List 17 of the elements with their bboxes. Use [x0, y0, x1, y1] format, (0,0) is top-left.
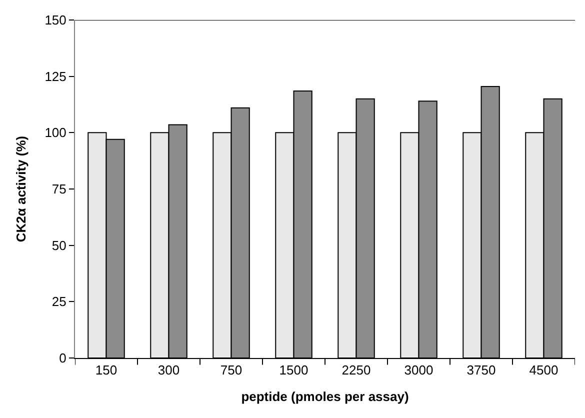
y-axis-title: CK2α activity (%): [14, 136, 29, 242]
x-tick-label: 3750: [466, 362, 496, 378]
x-tick-label: 750: [220, 362, 242, 378]
x-tick-label: 300: [158, 362, 180, 378]
y-tick-label: 0: [59, 350, 66, 366]
y-tick-label: 50: [52, 238, 66, 253]
y-tick-label: 150: [44, 12, 66, 28]
y-tick-label: 75: [52, 182, 66, 197]
x-tick-label: 3000: [404, 362, 434, 378]
x-tick-label: 150: [95, 362, 118, 378]
x-tick-label: 2250: [342, 362, 371, 378]
y-tick-label: 125: [44, 68, 66, 84]
x-tick-label: 1500: [279, 362, 308, 378]
y-tick-label: 25: [52, 294, 66, 310]
x-axis-title: peptide (pmoles per assay): [241, 389, 409, 404]
x-tick-label: 4500: [529, 362, 558, 378]
y-tick-label: 100: [44, 125, 66, 140]
